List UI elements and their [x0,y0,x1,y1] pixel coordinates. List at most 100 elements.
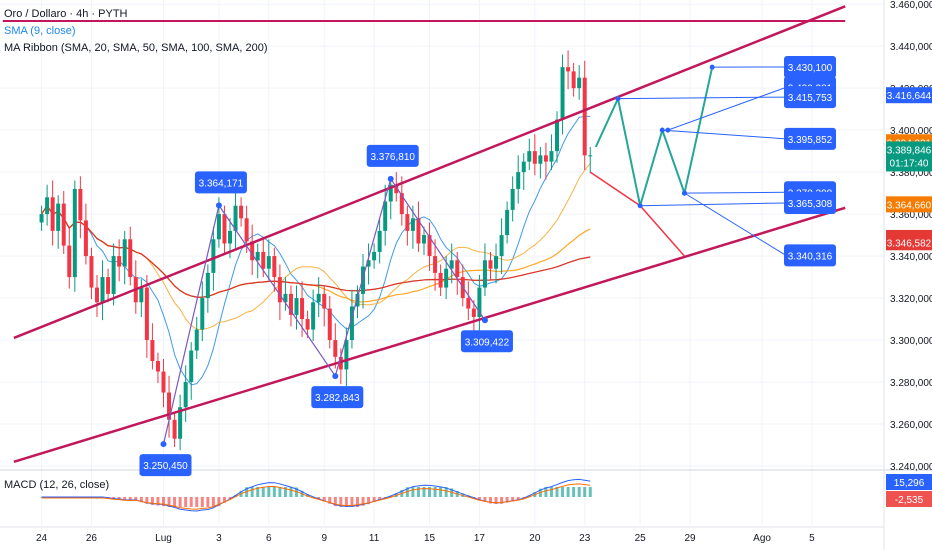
macd-histogram-bar [583,487,587,497]
candle-body [327,308,332,341]
macd-histogram-bar [483,497,487,502]
time-tick-label: 20 [529,533,541,544]
time-tick-label: Lug [155,533,172,544]
projection-connector [684,191,787,194]
macd-histogram-bar [511,497,515,502]
candle-body [172,419,177,439]
pivot-label-text: 3.309,422 [465,337,510,348]
price-tick-label: 3.320,000 [890,294,932,305]
price-tick-label: 3.460,000 [890,0,932,11]
pivot-label-text: 3.250,450 [143,461,188,472]
current-price-text: 3.389,846 [887,145,932,156]
candle-body [383,201,388,231]
candle-body [200,298,205,330]
macd-value-badge [886,474,932,490]
projection-label-text: 3.415,753 [788,93,833,104]
candle-body [410,218,415,231]
candle-body [139,287,144,303]
macd-histogram-bar [217,497,221,507]
candle-body [167,392,172,420]
macd-histogram-bar [572,487,576,497]
candle-body [377,230,382,252]
candle-body [39,214,44,223]
macd-histogram-bar [439,487,443,497]
candle-body [549,151,554,162]
projection-label-box [784,191,836,214]
macd-histogram-bar [555,487,559,497]
axis-price-badge [886,234,932,251]
macd-histogram-bar [200,497,204,507]
macd-histogram-bar [566,487,570,497]
price-tick-label: 3.300,000 [890,336,932,347]
macd-histogram-bar [361,497,365,506]
candle-body [233,205,238,231]
candle-body [161,371,166,393]
candle-body [266,256,271,269]
candle-body [155,361,160,372]
macd-histogram-bar [416,487,420,497]
candle-body [300,298,305,320]
candle-body [566,67,571,72]
macd-histogram-bar [250,487,254,497]
macd-histogram-bar [333,497,337,507]
candle-body [205,272,210,299]
macd-histogram-bar [317,497,321,500]
candle-body [477,287,482,317]
candle-body [83,220,88,257]
macd-histogram-bar [544,487,548,497]
macd-signal-badge [886,491,932,507]
axis-price-badge-text: 3.364,660 [887,200,932,211]
candle-body [311,302,316,330]
candle-body [117,256,122,267]
macd-histogram-bar [372,497,376,503]
price-tick-label: 3.400,000 [890,126,932,137]
macd-histogram-bar [139,497,143,503]
macd-histogram-bar [123,497,127,501]
axis-price-badge-text: 3.416,644 [887,91,932,102]
candle-body [228,230,233,244]
sma-legend: SMA (9, close) [4,25,76,37]
macd-histogram-bar [145,497,149,504]
pivot-point [215,202,222,209]
candle-body [372,251,377,261]
candle-body [494,256,499,269]
macd-histogram-bar [405,487,409,497]
candle-body [111,256,116,294]
candle-body [244,218,249,242]
candle-body [588,155,593,157]
candle-body [421,235,426,244]
candle-body [521,161,526,173]
candle-body [527,151,532,162]
price-tick-label: 3.440,000 [890,42,932,53]
pivot-label-text: 3.364,171 [199,178,244,189]
candle-body [288,293,293,315]
candle-body [582,77,587,156]
projection-label-box [784,55,836,78]
candle-body [444,268,449,288]
pivot-point [332,373,339,380]
projection-label-text: 3.395,852 [788,135,833,146]
candle-body [89,256,94,288]
candle-body [72,188,77,278]
candle-body [316,293,321,303]
axis-price-badge-text: 3.346,582 [887,238,932,249]
macd-histogram-bar [211,497,215,507]
channel-upper-line [13,5,846,340]
macd-histogram-bar [516,497,520,501]
candle-body [433,256,438,273]
time-tick-label: 26 [86,533,98,544]
macd-histogram-bar [527,495,531,497]
candle-body [56,203,61,231]
candle-body [189,350,194,383]
macd-histogram-bar [328,497,332,504]
macd-histogram-bar [433,487,437,497]
macd-histogram-bar [588,487,592,497]
axis-price-badge [886,87,932,104]
candle-body [322,293,327,309]
time-tick-label: 3 [216,533,222,544]
candle-body [216,214,221,240]
candle-body [405,214,410,231]
candle-body [250,241,255,261]
macd-histogram-bar [344,497,348,507]
